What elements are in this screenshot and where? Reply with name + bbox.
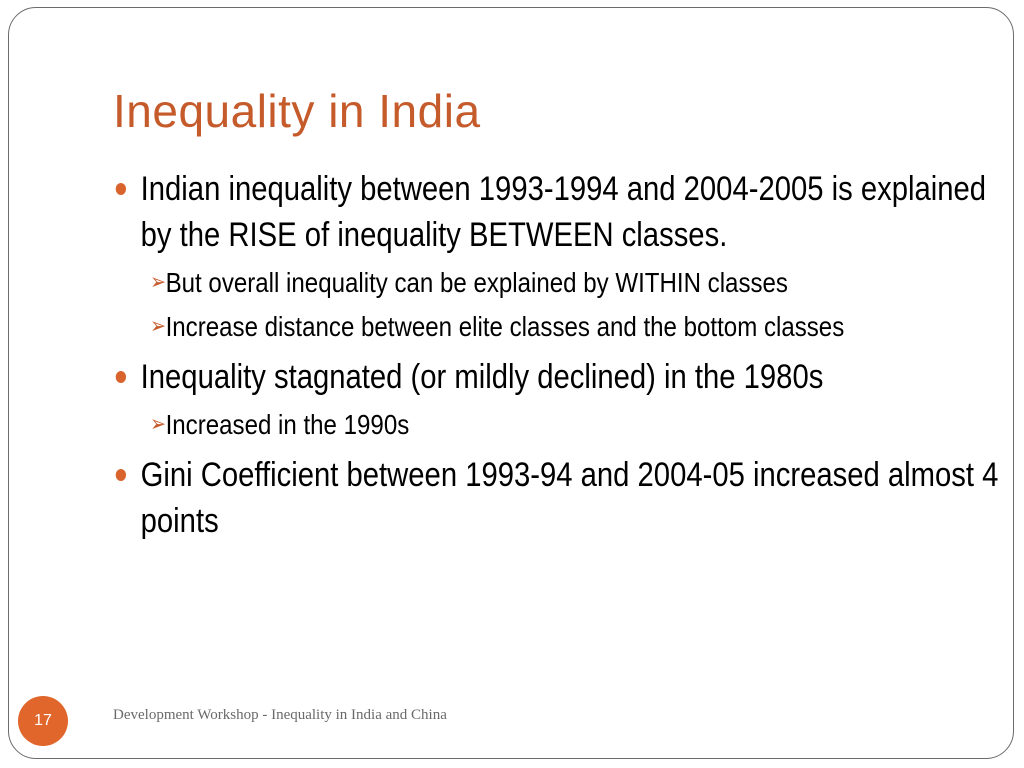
sub-bullet-text: Increase distance between elite classes …: [165, 311, 845, 342]
arrow-bullet-icon: ➢: [150, 412, 166, 437]
bullet-text: Indian inequality between 1993-1994 and …: [140, 170, 987, 254]
bullet-text: Gini Coefficient between 1993-94 and 200…: [140, 456, 999, 540]
circle-bullet-icon: [115, 183, 127, 195]
arrow-bullet-icon: ➢: [150, 270, 166, 295]
arrow-bullet-icon: ➢: [150, 314, 166, 339]
circle-bullet-icon: [115, 371, 127, 383]
sub-bullet-item: ➢ But overall inequality can be explaine…: [114, 264, 1024, 302]
slide-frame: [8, 7, 1014, 759]
circle-bullet-icon: [115, 469, 127, 481]
slide-body: Indian inequality between 1993-1994 and …: [114, 166, 998, 544]
bullet-text: Inequality stagnated (or mildly declined…: [140, 358, 824, 396]
bullet-item: Inequality stagnated (or mildly declined…: [114, 354, 1001, 400]
page-number-badge: 17: [18, 696, 68, 746]
sub-bullet-item: ➢ Increase distance between elite classe…: [114, 308, 1024, 346]
sub-bullet-text: But overall inequality can be explained …: [165, 267, 788, 298]
bullet-item: Indian inequality between 1993-1994 and …: [114, 166, 1001, 258]
bullet-item: Gini Coefficient between 1993-94 and 200…: [114, 452, 1001, 544]
slide-title: Inequality in India: [113, 85, 481, 137]
sub-bullet-item: ➢ Increased in the 1990s: [114, 406, 1024, 444]
footer-caption: Development Workshop - Inequality in Ind…: [113, 707, 447, 723]
sub-bullet-text: Increased in the 1990s: [165, 409, 410, 440]
